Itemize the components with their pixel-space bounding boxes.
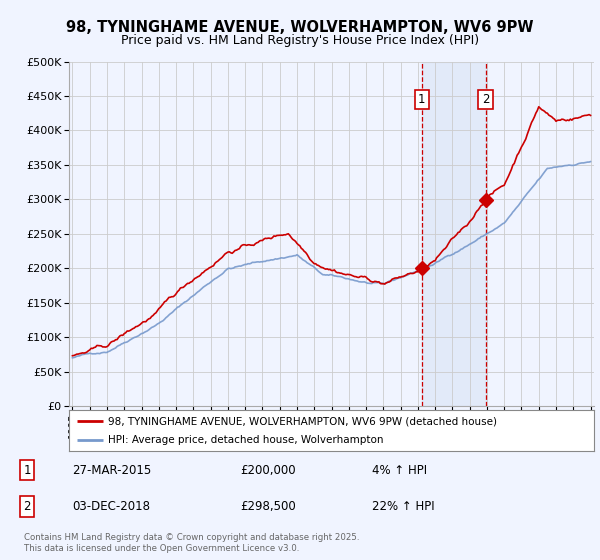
Text: 98, TYNINGHAME AVENUE, WOLVERHAMPTON, WV6 9PW: 98, TYNINGHAME AVENUE, WOLVERHAMPTON, WV… (66, 20, 534, 35)
Text: 1: 1 (23, 464, 31, 477)
Text: Contains HM Land Registry data © Crown copyright and database right 2025.
This d: Contains HM Land Registry data © Crown c… (24, 534, 359, 553)
Text: 22% ↑ HPI: 22% ↑ HPI (372, 500, 434, 513)
Text: 2: 2 (482, 93, 489, 106)
Bar (422, 62, 485, 406)
Text: 2: 2 (23, 500, 31, 513)
Text: 98, TYNINGHAME AVENUE, WOLVERHAMPTON, WV6 9PW (detached house): 98, TYNINGHAME AVENUE, WOLVERHAMPTON, WV… (109, 417, 497, 426)
Text: 1: 1 (418, 93, 425, 106)
Text: £200,000: £200,000 (240, 464, 296, 477)
Text: 03-DEC-2018: 03-DEC-2018 (72, 500, 150, 513)
Text: 27-MAR-2015: 27-MAR-2015 (72, 464, 151, 477)
Text: HPI: Average price, detached house, Wolverhampton: HPI: Average price, detached house, Wolv… (109, 435, 384, 445)
Text: 4% ↑ HPI: 4% ↑ HPI (372, 464, 427, 477)
Text: £298,500: £298,500 (240, 500, 296, 513)
Text: Price paid vs. HM Land Registry's House Price Index (HPI): Price paid vs. HM Land Registry's House … (121, 34, 479, 46)
